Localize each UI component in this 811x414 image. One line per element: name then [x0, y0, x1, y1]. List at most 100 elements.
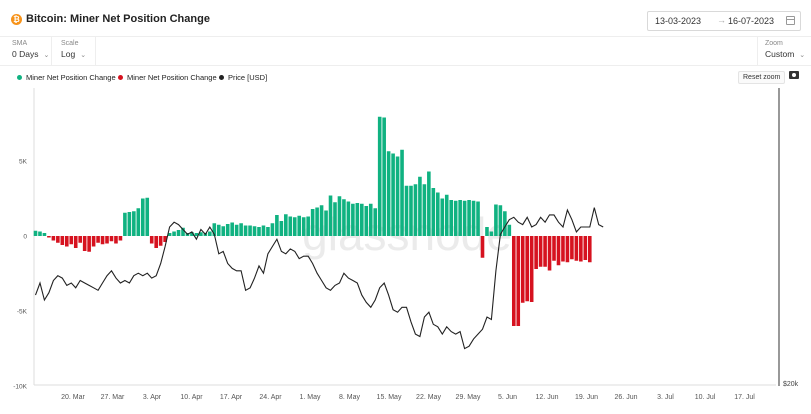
scale-select[interactable]: Scale Log ⌄	[61, 40, 86, 59]
bar	[431, 188, 436, 236]
bar	[565, 236, 570, 263]
x-tick-label: 15. May	[377, 394, 402, 401]
bar	[333, 202, 337, 236]
bar	[47, 236, 51, 238]
bar	[306, 216, 310, 236]
x-tick-label: 17. Apr	[220, 394, 243, 401]
bar	[444, 194, 449, 236]
bar	[579, 236, 583, 262]
bar	[440, 198, 445, 236]
zoom-label: Zoom	[765, 40, 783, 47]
bar	[225, 224, 230, 236]
bar	[507, 224, 512, 236]
bar	[404, 185, 409, 236]
bar	[427, 171, 431, 236]
bar	[91, 236, 96, 247]
bitcoin-icon: ₿	[11, 14, 22, 25]
bar	[243, 225, 248, 236]
scale-label: Scale	[61, 40, 79, 47]
bar	[552, 236, 556, 261]
bar	[261, 225, 266, 236]
bar	[391, 153, 395, 236]
bar	[364, 206, 369, 236]
bar	[520, 236, 525, 303]
bar	[355, 203, 360, 236]
date-end-input[interactable]: 16-07-2023	[728, 16, 775, 26]
bar	[257, 227, 261, 236]
bar	[105, 236, 109, 244]
bar	[78, 236, 82, 243]
bar	[109, 236, 114, 242]
bar	[301, 217, 306, 236]
x-tick-label: 10. Jul	[695, 394, 716, 401]
bar	[453, 200, 458, 236]
zoom-select[interactable]: Zoom Custom ⌄	[765, 40, 805, 59]
chart-bars	[33, 116, 592, 326]
calendar-icon[interactable]	[786, 16, 795, 25]
bar	[324, 210, 328, 236]
bar	[377, 116, 382, 236]
bar	[167, 233, 172, 236]
bar	[154, 236, 158, 248]
bar	[42, 233, 47, 236]
bar	[511, 236, 516, 326]
bar	[373, 208, 378, 236]
bar	[319, 205, 324, 236]
bar	[409, 185, 413, 236]
bar	[337, 196, 342, 236]
bar	[310, 209, 315, 236]
bar	[190, 232, 194, 236]
price-line	[34, 207, 604, 350]
legend-item-negative[interactable]: Miner Net Position Change	[118, 73, 217, 82]
x-tick-label: 10. Apr	[180, 394, 203, 401]
date-range-picker[interactable]: 13-03-2023 → 16-07-2023	[647, 11, 801, 31]
bar	[400, 149, 404, 236]
x-tick-label: 24. Apr	[259, 394, 282, 401]
camera-icon[interactable]	[789, 71, 799, 79]
x-tick-label: 3. Apr	[143, 394, 162, 401]
x-axis: 20. Mar 27. Mar 3. Apr 10. Apr 17. Apr 24. Ap…	[61, 394, 755, 401]
bar	[114, 236, 118, 244]
y-axis: 5K 0 -5K -10K	[13, 159, 27, 391]
toolbar-divider	[51, 37, 52, 65]
bar	[38, 231, 42, 236]
bar	[583, 236, 588, 260]
legend-label: Miner Net Position Change	[127, 73, 217, 82]
bar	[51, 236, 56, 241]
bar	[436, 192, 440, 236]
bar	[525, 236, 529, 302]
legend-item-price[interactable]: Price [USD]	[219, 73, 267, 82]
bar	[297, 215, 302, 236]
bar	[494, 204, 498, 236]
sma-label: SMA	[12, 40, 28, 47]
bar	[543, 236, 547, 267]
legend-item-positive[interactable]: Miner Net Position Change	[17, 73, 116, 82]
sma-select[interactable]: SMA 0 Days ⌄	[12, 40, 49, 59]
reset-zoom-button[interactable]: Reset zoom	[738, 71, 786, 84]
chevron-down-icon: ⌄	[799, 52, 806, 59]
bar	[547, 236, 552, 271]
bar	[82, 236, 87, 251]
bar	[485, 227, 489, 236]
bar	[570, 236, 574, 260]
y-tick-label: -5K	[17, 309, 28, 316]
date-start-input[interactable]: 13-03-2023	[655, 16, 702, 26]
bar	[418, 176, 422, 236]
toolbar-divider	[757, 37, 758, 65]
bar	[221, 226, 226, 236]
right-axis-label: $20k	[783, 381, 799, 388]
sma-value: 0 Days	[12, 49, 39, 59]
bar	[194, 233, 199, 236]
bar	[462, 200, 467, 236]
chevron-down-icon: ⌄	[43, 52, 50, 59]
bar	[248, 225, 252, 236]
bar	[284, 214, 288, 236]
bar	[275, 215, 279, 236]
x-tick-label: 5. Jun	[498, 394, 517, 401]
bar	[149, 236, 154, 244]
x-tick-label: 12. Jun	[536, 394, 559, 401]
bar	[136, 208, 141, 236]
y-tick-label: -10K	[13, 384, 27, 391]
bar	[266, 227, 270, 236]
